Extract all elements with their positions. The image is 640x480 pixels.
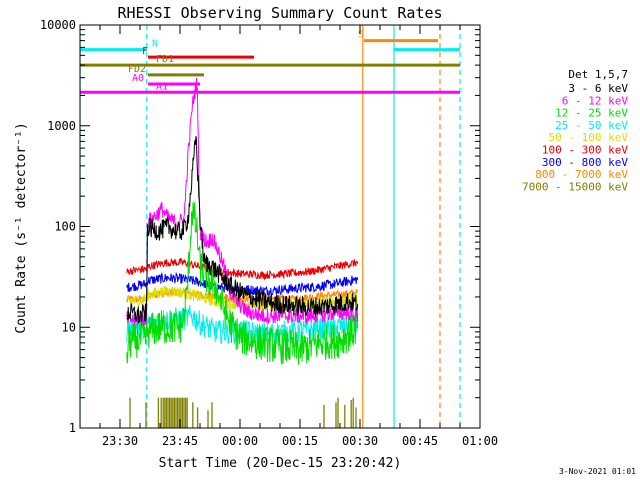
flag-label-A1: A1 bbox=[156, 81, 168, 92]
legend-entry-1: 6 - 12 keV bbox=[562, 94, 629, 107]
series-line-3-6keV bbox=[126, 136, 359, 324]
y-axis: 1 10 100 1000 10000 bbox=[40, 18, 480, 435]
series-line-100-300keV bbox=[126, 257, 359, 281]
legend-entry-8: 7000 - 15000 keV bbox=[522, 180, 628, 193]
flag-label-A0: A0 bbox=[132, 73, 144, 84]
x-tick-label-5: 00:45 bbox=[402, 434, 438, 448]
series-line-12-25keV bbox=[126, 202, 359, 365]
legend-entry-0: 3 - 6 keV bbox=[568, 82, 628, 95]
plot-frame bbox=[79, 24, 481, 429]
y-tick-label-2: 100 bbox=[54, 220, 76, 234]
legend-entry-3: 25 - 50 keV bbox=[555, 119, 628, 132]
x-tick-label-1: 23:45 bbox=[162, 434, 198, 448]
x-tick-label-6: 01:00 bbox=[462, 434, 498, 448]
x-axis: 23:30 23:45 00:00 00:15 00:30 00:45 01:00 bbox=[99, 25, 498, 448]
y-tick-label-4: 10000 bbox=[40, 18, 76, 32]
flag-label-N: N bbox=[152, 39, 158, 50]
flag-label-F: F bbox=[142, 46, 148, 57]
y-tick-label-1: 10 bbox=[62, 320, 76, 334]
x-axis-label: Start Time (20-Dec-15 23:20:42) bbox=[159, 456, 402, 471]
legend-title: Det 1,5,7 bbox=[568, 68, 628, 81]
legend-entry-7: 800 - 7000 keV bbox=[535, 168, 628, 181]
legend-entry-2: 12 - 25 keV bbox=[555, 107, 628, 120]
y-axis-label: Count Rate (s⁻¹ detector⁻¹) bbox=[14, 122, 29, 333]
x-tick-label-3: 00:15 bbox=[282, 434, 318, 448]
chart-title: RHESSI Observing Summary Count Rates bbox=[117, 4, 442, 22]
legend-entry-6: 300 - 800 keV bbox=[542, 156, 628, 169]
y-tick-label-3: 1000 bbox=[47, 119, 76, 133]
legend-entry-4: 50 - 100 keV bbox=[549, 131, 629, 144]
x-tick-label-0: 23:30 bbox=[102, 434, 138, 448]
x-tick-label-2: 00:00 bbox=[222, 434, 258, 448]
x-tick-label-4: 00:30 bbox=[342, 434, 378, 448]
flag-label-FD2: FD2 bbox=[128, 64, 146, 75]
date-stamp: 3-Nov-2021 01:01 bbox=[559, 467, 636, 476]
flag-label-S: S bbox=[358, 30, 364, 41]
legend-entry-5: 100 - 300 keV bbox=[542, 144, 628, 157]
flag-label-FD1: FD1 bbox=[156, 54, 174, 65]
y-tick-label-0: 1 bbox=[69, 421, 76, 435]
